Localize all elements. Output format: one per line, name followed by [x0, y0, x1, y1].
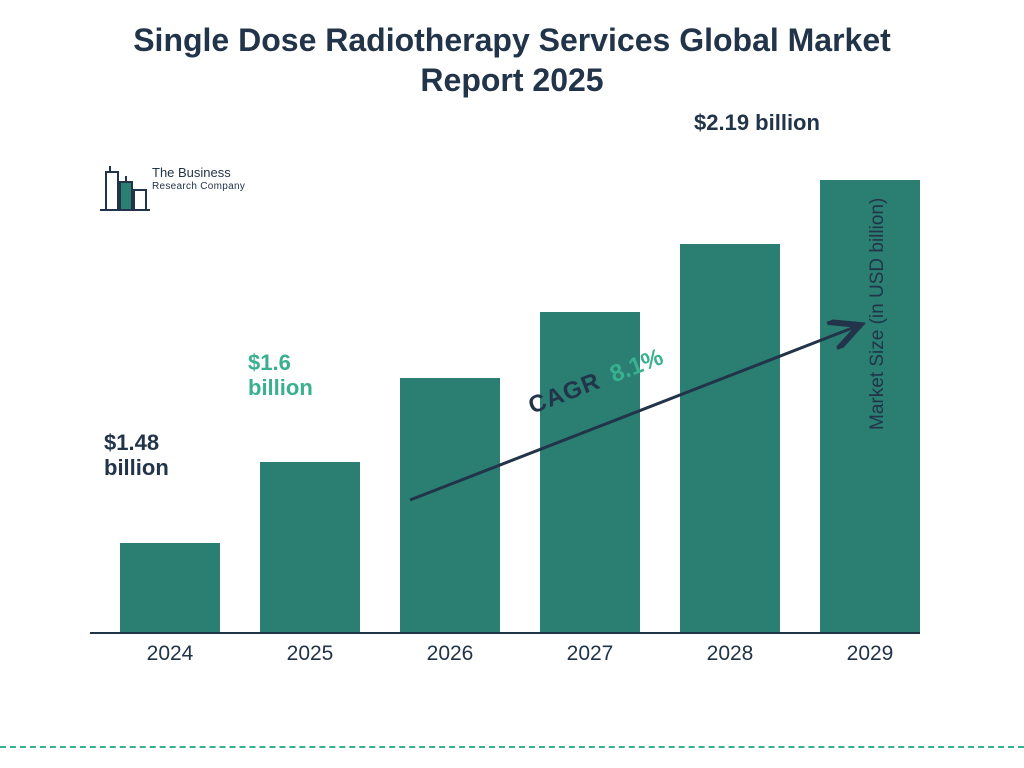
bar	[400, 378, 500, 632]
bar	[260, 462, 360, 632]
chart-title: Single Dose Radiotherapy Services Global…	[0, 20, 1024, 100]
x-tick-label: 2028	[670, 642, 790, 666]
x-tick-label: 2026	[390, 642, 510, 666]
x-axis-line	[90, 632, 920, 634]
y-axis-title-wrap: Market Size (in USD billion)	[952, 0, 982, 768]
y-axis-title: Market Size (in USD billion)	[867, 198, 889, 430]
chart-canvas: Single Dose Radiotherapy Services Global…	[0, 0, 1024, 768]
x-tick-label: 2024	[110, 642, 230, 666]
bar	[120, 543, 220, 632]
plot-area: 202420252026202720282029 $1.48billion $1.…	[90, 140, 920, 670]
x-tick-label: 2029	[810, 642, 930, 666]
bar	[680, 244, 780, 632]
value-label: $1.48billion	[104, 430, 169, 481]
x-tick-label: 2025	[250, 642, 370, 666]
value-label: $1.6billion	[248, 350, 313, 401]
bottom-dashed-border	[0, 746, 1024, 748]
x-tick-label: 2027	[530, 642, 650, 666]
bars-container: 202420252026202720282029	[90, 140, 920, 632]
value-label: $2.19 billion	[694, 110, 820, 135]
